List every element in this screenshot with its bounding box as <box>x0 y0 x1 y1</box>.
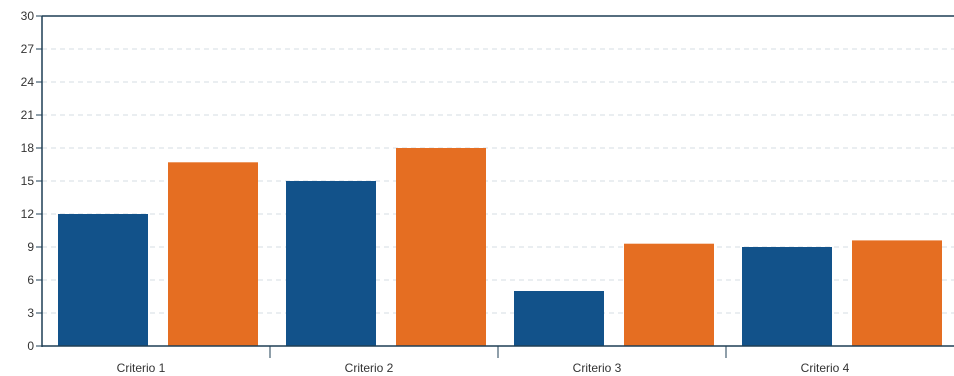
bars <box>58 148 942 346</box>
y-tick-label: 27 <box>21 42 35 56</box>
y-axis-ticks: 0 3 6 9 12 15 18 21 24 27 30 <box>21 9 42 353</box>
y-tick-label: 15 <box>21 174 35 188</box>
bar-1-criterio-2 <box>286 181 376 346</box>
x-category-label: Criterio 4 <box>801 361 850 375</box>
x-axis-ticks: Criterio 1 Criterio 2 Criterio 3 Criterio 4 <box>117 346 850 375</box>
y-tick-label: 3 <box>27 306 34 320</box>
x-category-label: Criterio 1 <box>117 361 166 375</box>
bar-1-criterio-1 <box>58 214 148 346</box>
y-tick-label: 12 <box>21 207 35 221</box>
y-tick-label: 24 <box>21 75 35 89</box>
y-tick-label: 21 <box>21 108 35 122</box>
x-category-label: Criterio 2 <box>345 361 394 375</box>
bar-1-criterio-3 <box>514 291 604 346</box>
y-tick-label: 9 <box>27 240 34 254</box>
bar-2-criterio-2 <box>396 148 486 346</box>
y-tick-label: 18 <box>21 141 35 155</box>
y-tick-label: 30 <box>21 9 35 23</box>
y-tick-label: 0 <box>27 339 34 353</box>
bar-2-criterio-3 <box>624 243 714 346</box>
bar-2-criterio-1 <box>168 162 258 346</box>
x-category-label: Criterio 3 <box>573 361 622 375</box>
bar-1-criterio-4 <box>742 247 832 346</box>
bar-2-criterio-4 <box>852 240 942 346</box>
y-tick-label: 6 <box>27 273 34 287</box>
